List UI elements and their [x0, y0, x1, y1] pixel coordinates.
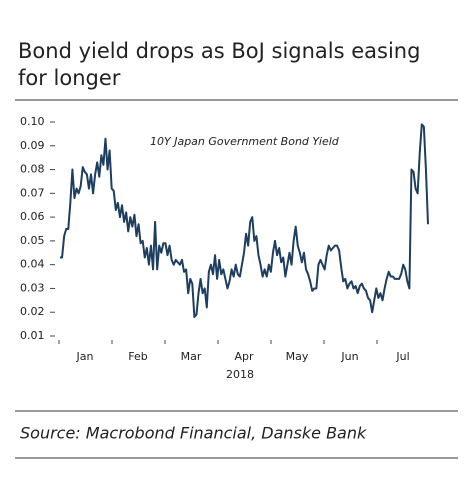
- y-tick-label: 0.06: [20, 210, 45, 223]
- x-tick-label: Jan: [76, 350, 94, 363]
- y-tick-label: 0.01: [20, 329, 45, 342]
- x-tick-label: Jul: [395, 350, 409, 363]
- y-tick-label: 0.03: [20, 281, 45, 294]
- x-tick-label: Mar: [181, 350, 202, 363]
- y-tick-label: 0.04: [20, 258, 45, 271]
- y-tick-label: 0.02: [20, 305, 45, 318]
- x-tick-label: Apr: [234, 350, 254, 363]
- title-line: for longer: [18, 66, 121, 90]
- line: [60, 123, 429, 318]
- chart-title: Bond yield drops as BoJ signals easing fo…: [18, 39, 420, 90]
- y-tick-label: 0.08: [20, 163, 45, 176]
- x-tick-label: May: [286, 350, 309, 363]
- y-tick-label: 0.10: [20, 115, 45, 128]
- title-line: Bond yield drops as BoJ signals easing: [18, 39, 420, 63]
- y-tick-label: 0.09: [20, 139, 45, 152]
- series-label: 10Y Japan Government Bond Yield: [150, 135, 340, 148]
- source: Source: Macrobond Financial, Danske Bank: [20, 424, 367, 443]
- x-tick-label: Jun: [340, 350, 358, 363]
- y-tick-label: 0.05: [20, 234, 45, 247]
- x-tick-label: Feb: [128, 350, 147, 363]
- y-tick-label: 0.07: [20, 186, 45, 199]
- x-axis-label: 2018: [226, 368, 254, 381]
